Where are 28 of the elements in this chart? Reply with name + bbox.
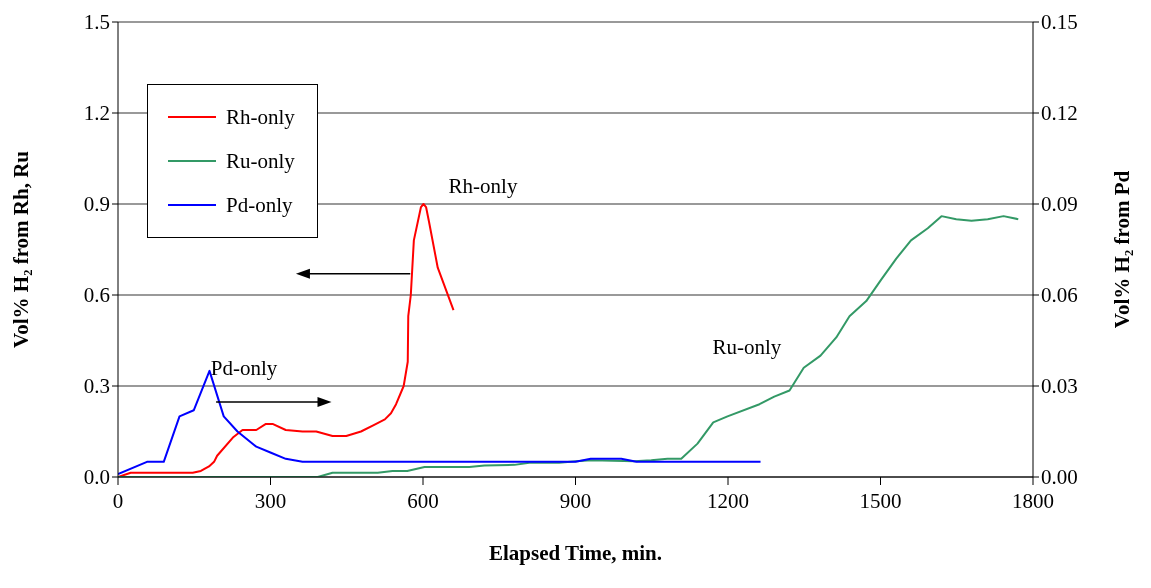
annotation: Pd-only bbox=[210, 355, 278, 381]
x-tick-label: 300 bbox=[254, 488, 287, 513]
y-tick-label: 0.6 bbox=[83, 283, 110, 308]
y-tick-label: 1.5 bbox=[83, 10, 110, 35]
y2-tick-label: 0.06 bbox=[1041, 283, 1078, 308]
legend-label: Pd-only bbox=[226, 192, 293, 218]
x-tick-label: 1800 bbox=[1012, 488, 1054, 513]
y2-tick-label: 0.12 bbox=[1041, 101, 1078, 126]
annotation: Rh-only bbox=[448, 173, 518, 199]
legend-label: Rh-only bbox=[226, 104, 295, 130]
x-tick-label: 600 bbox=[407, 488, 439, 513]
y2-tick-label: 0.00 bbox=[1041, 465, 1078, 490]
x-tick-label: 1200 bbox=[707, 488, 749, 513]
y2-tick-label: 0.09 bbox=[1041, 192, 1078, 217]
x-tick-label: 0 bbox=[112, 488, 124, 513]
x-tick-label: 1500 bbox=[859, 488, 902, 513]
y2-axis-title: Vol% H₂ from Pd bbox=[1110, 170, 1134, 329]
y2-tick-label: 0.15 bbox=[1041, 10, 1078, 35]
y-tick-label: 0.0 bbox=[83, 465, 110, 490]
x-tick-label: 900 bbox=[559, 488, 592, 513]
y-tick-label: 1.2 bbox=[83, 101, 110, 126]
annotation: Ru-only bbox=[712, 334, 782, 360]
y-axis-title: Vol% H₂ from Rh, Ru bbox=[9, 150, 33, 349]
x-axis-title: Elapsed Time, min. bbox=[488, 541, 663, 565]
y2-tick-label: 0.03 bbox=[1041, 374, 1078, 399]
y-tick-label: 0.9 bbox=[83, 192, 110, 217]
legend-label: Ru-only bbox=[226, 148, 295, 174]
y-tick-label: 0.3 bbox=[83, 374, 110, 399]
